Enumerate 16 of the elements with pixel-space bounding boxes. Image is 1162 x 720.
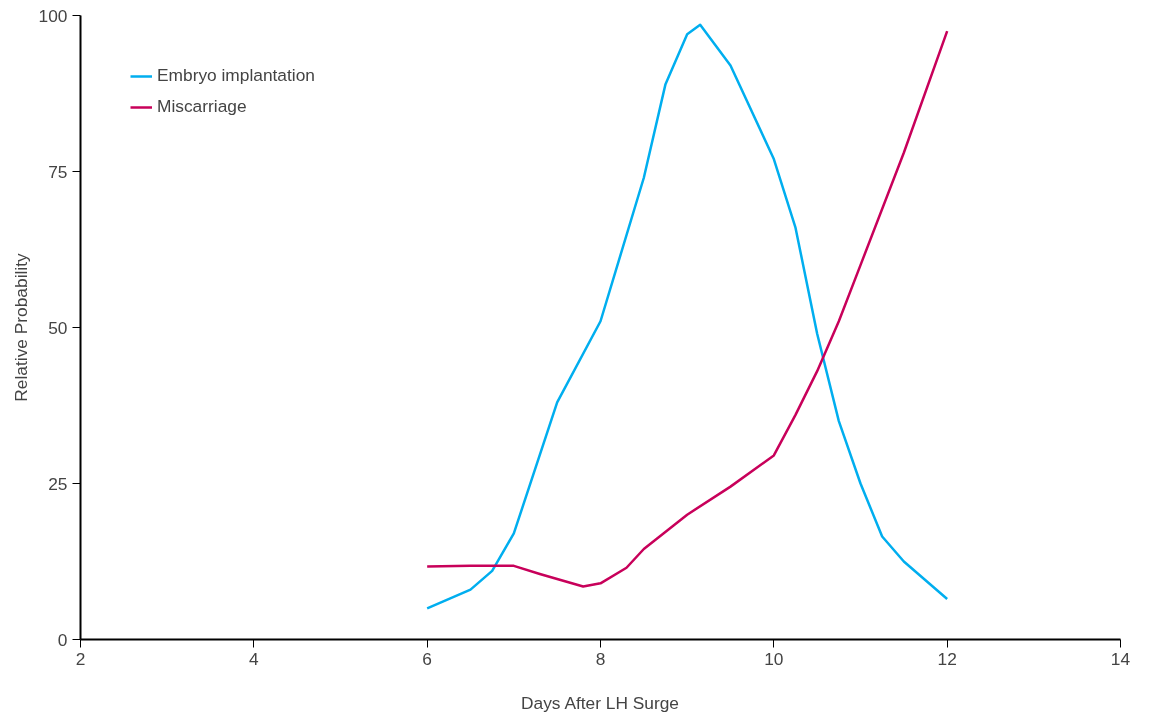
legend-label: Embryo implantation (157, 65, 315, 86)
x-tick-label: 4 (249, 648, 260, 669)
y-tick-label: 100 (38, 5, 68, 26)
y-tick-label: 50 (48, 317, 68, 338)
x-tick-label: 14 (1110, 648, 1131, 669)
x-tick-label: 2 (75, 648, 86, 669)
y-tick-label: 0 (57, 629, 68, 650)
y-tick-label: 25 (48, 473, 68, 494)
x-tick-label: 12 (937, 648, 957, 669)
x-tick-label: 6 (422, 648, 432, 669)
y-axis-title: Relative Probability (10, 253, 31, 402)
x-tick-label: 10 (764, 648, 784, 669)
x-tick-label: 8 (595, 648, 606, 669)
x-axis-title: Days After LH Surge (521, 692, 679, 713)
y-tick-label: 75 (48, 161, 68, 182)
legend-label: Miscarriage (157, 96, 247, 117)
